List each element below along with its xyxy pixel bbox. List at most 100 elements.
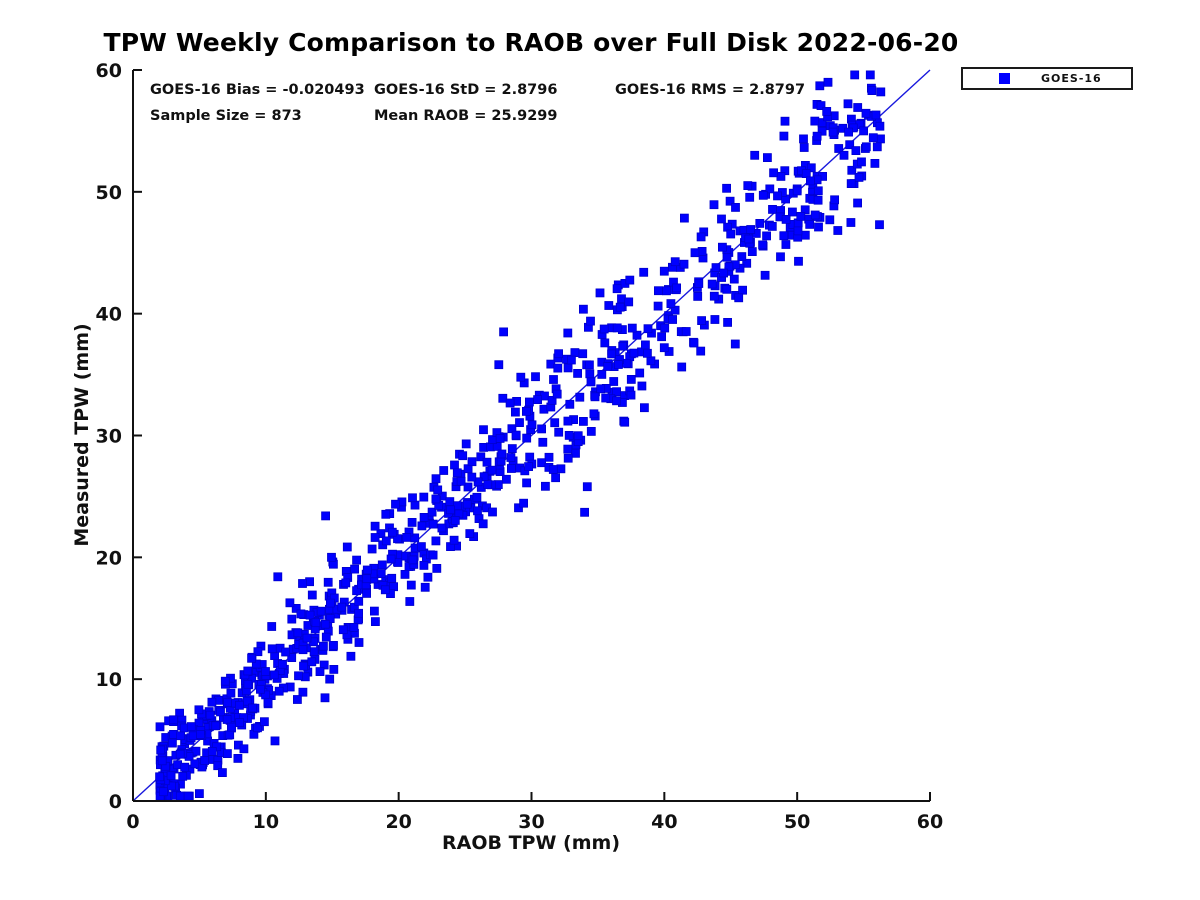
scatter-point (717, 214, 726, 224)
scatter-point (419, 561, 429, 570)
scatter-point (456, 476, 466, 486)
scatter-point (408, 493, 417, 503)
scatter-point (169, 715, 178, 725)
scatter-point (668, 315, 677, 324)
scatter-point (307, 590, 317, 600)
scatter-point (465, 529, 475, 538)
scatter-point (810, 116, 820, 126)
scatter-point (370, 533, 380, 542)
scatter-point (738, 285, 747, 295)
scatter-point (420, 582, 430, 592)
scatter-point (180, 762, 190, 772)
scatter-point (157, 756, 167, 766)
scatter-point (462, 499, 472, 509)
scatter-point (850, 70, 860, 80)
scatter-point (639, 267, 649, 277)
scatter-point (626, 374, 636, 384)
scatter-point (723, 317, 732, 327)
scatter-point (522, 478, 531, 488)
scatter-point (225, 730, 235, 740)
scatter-point (746, 225, 756, 234)
scatter-point (742, 258, 752, 268)
scatter-point (582, 482, 592, 492)
scatter-point (452, 468, 462, 478)
scatter-point (329, 641, 338, 650)
scatter-point (660, 323, 670, 333)
scatter-point (499, 327, 509, 337)
scatter-point (274, 686, 284, 696)
scatter-point (846, 218, 856, 227)
scatter-point (822, 107, 832, 116)
scatter-point (325, 614, 335, 623)
scatter-point (267, 622, 277, 631)
scatter-point (511, 430, 521, 440)
scatter-point (483, 480, 493, 490)
scatter-point (522, 406, 531, 416)
scatter-point (615, 302, 625, 312)
scatter-point (552, 389, 562, 399)
scatter-point (287, 653, 297, 662)
scatter-point (362, 565, 372, 575)
scatter-point (354, 596, 364, 606)
scatter-point (263, 697, 273, 707)
scatter-point (694, 279, 704, 288)
scatter-point (431, 536, 441, 546)
scatter-point (744, 234, 754, 244)
y-tick-label: 30 (96, 426, 122, 448)
scatter-point (549, 375, 558, 384)
scatter-point (341, 578, 351, 588)
scatter-point (292, 695, 302, 704)
scatter-point (253, 647, 263, 657)
scatter-point (507, 444, 517, 454)
scatter-point (427, 507, 437, 517)
scatter-point (586, 316, 595, 326)
scatter-point (227, 722, 236, 732)
scatter-point (871, 110, 881, 120)
scatter-point (696, 232, 706, 242)
scatter-point (550, 418, 560, 428)
scatter-point (730, 339, 740, 349)
scatter-point (711, 263, 721, 273)
stat-bias: GOES-16 Bias = -0.020493 (150, 82, 365, 98)
scatter-point (719, 268, 728, 278)
scatter-point (261, 667, 270, 676)
scatter-point (342, 542, 352, 552)
stat-mean-raob: Mean RAOB = 25.9299 (374, 108, 558, 124)
scatter-point (758, 240, 767, 250)
scatter-point (405, 597, 415, 606)
scatter-point (253, 723, 262, 733)
scatter-point (846, 179, 856, 189)
scatter-point (586, 377, 596, 387)
scatter-point (679, 259, 689, 269)
scatter-point (270, 736, 280, 746)
scatter-point (393, 534, 402, 544)
scatter-point (514, 503, 523, 513)
scatter-point (563, 328, 573, 338)
scatter-point (533, 395, 542, 405)
scatter-point (498, 393, 508, 403)
scatter-point (662, 286, 671, 296)
scatter-point (431, 474, 441, 484)
scatter-point (590, 392, 600, 402)
scatter-point (537, 424, 546, 434)
stat-sample-size: Sample Size = 873 (150, 108, 302, 124)
scatter-point (861, 108, 871, 118)
scatter-point (293, 628, 303, 638)
scatter-point (567, 355, 576, 365)
scatter-point (243, 679, 253, 689)
scatter-point (617, 294, 626, 304)
scatter-point (278, 659, 287, 669)
scatter-point (579, 304, 588, 314)
scatter-point (618, 341, 628, 351)
scatter-point (537, 458, 546, 468)
scatter-point (601, 393, 611, 403)
scatter-point (823, 77, 833, 87)
scatter-point (563, 453, 573, 463)
x-tick-label: 40 (651, 811, 677, 833)
stat-std: GOES-16 StD = 2.8796 (374, 82, 558, 98)
scatter-point (400, 570, 410, 579)
scatter-point (211, 721, 221, 731)
scatter-point (745, 192, 755, 202)
scatter-point (510, 407, 520, 417)
